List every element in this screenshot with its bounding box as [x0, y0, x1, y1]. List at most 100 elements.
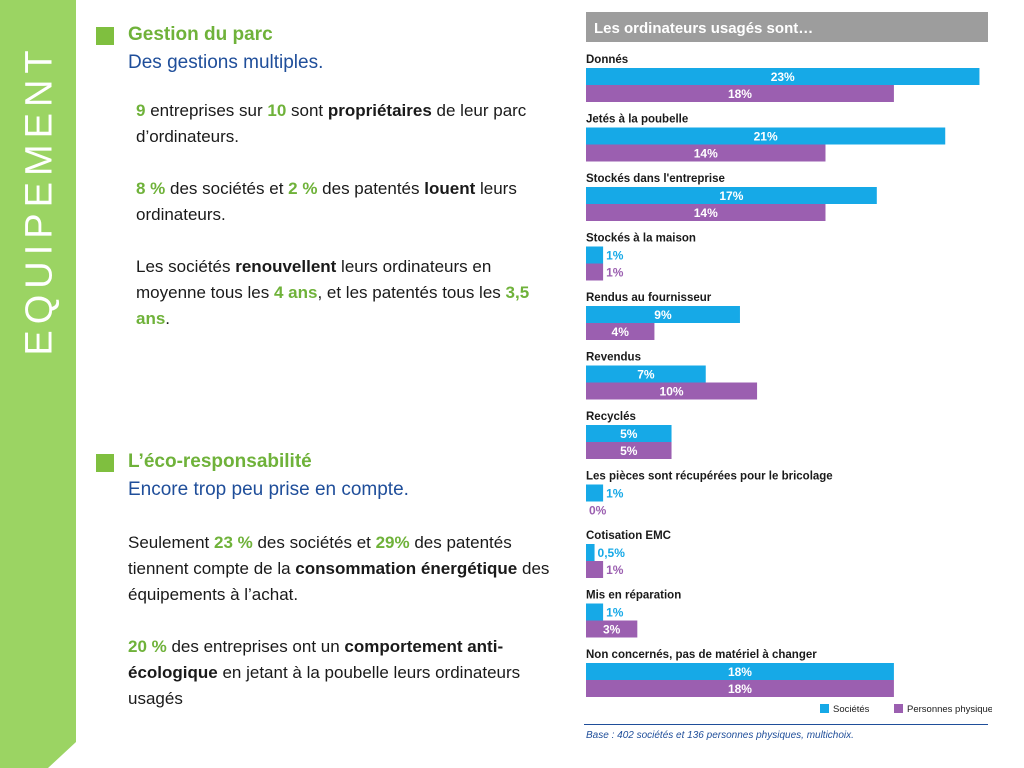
text: des équipements à l’achat. — [128, 559, 550, 604]
text: , et les patentés tous les — [317, 283, 506, 302]
usage-bar-chart: Les ordinateurs usagés sont… Donnés 23% 18%… — [586, 12, 992, 715]
bar — [586, 85, 894, 102]
bold-term: louent — [424, 179, 476, 198]
text: des sociétés et — [252, 533, 376, 552]
text: des sociétés et — [165, 179, 289, 198]
bar — [586, 144, 826, 162]
chart-title-bar — [586, 12, 988, 42]
category-label: Non concernés, pas de matériel à changer — [586, 649, 817, 661]
section-title: Gestion du parc — [128, 24, 273, 45]
data-label: 3% — [603, 623, 621, 637]
legend-label: Personnes physiques — [907, 704, 992, 715]
bar — [586, 204, 826, 221]
text: de leur parc d’ordinateurs. — [136, 101, 527, 146]
category-label: Stockés à la maison — [586, 233, 696, 245]
highlight-number: 9 — [136, 101, 146, 120]
data-label: 21% — [754, 130, 778, 144]
bar — [586, 680, 894, 697]
category-label: Recyclés — [586, 411, 636, 423]
paragraph: Seulement 23 % des sociétés et 29% des p… — [128, 530, 568, 608]
bar — [586, 442, 672, 459]
paragraph: 9 entreprises sur 10 sont propriétaires … — [136, 98, 556, 150]
data-label: 1% — [606, 266, 624, 280]
sidebar-title: EQUIPEMENT — [18, 44, 61, 356]
category-label: Donnés — [586, 54, 628, 66]
category-label: Revendus — [586, 352, 641, 364]
data-label: 23% — [771, 70, 795, 84]
data-label: 4% — [612, 325, 630, 339]
bold-term: consommation énergétique — [295, 559, 518, 578]
bar — [586, 484, 604, 502]
data-label: 1% — [606, 563, 624, 577]
bar — [586, 306, 740, 323]
category-label: Jetés à la poubelle — [586, 114, 688, 126]
divider — [584, 724, 988, 725]
paragraph: Les sociétés renouvellent leurs ordinate… — [136, 254, 556, 332]
paragraph: 8 % des sociétés et 2 % des patentés lou… — [136, 176, 556, 228]
bold-term: propriétaires — [327, 101, 432, 120]
bar — [586, 365, 706, 383]
bar — [586, 187, 877, 204]
data-label: 1% — [606, 249, 624, 263]
category-label: Mis en réparation — [586, 590, 681, 602]
data-label: 18% — [728, 87, 752, 101]
section-subtitle: Des gestions multiples. — [128, 52, 324, 73]
highlight-number: 8 % — [136, 179, 166, 198]
text: Seulement — [128, 533, 214, 552]
data-label: 0% — [589, 504, 607, 518]
bold-term: renouvellent — [235, 257, 337, 276]
highlight-number: 2 % — [288, 179, 318, 198]
bar — [586, 246, 604, 264]
bar — [586, 544, 595, 561]
category-label: Stockés dans l'entreprise — [586, 173, 725, 185]
bar — [586, 620, 638, 638]
legend-label: Sociétés — [833, 704, 870, 715]
category-label: Les pièces sont récupérées pour le brico… — [586, 471, 833, 483]
bar — [586, 603, 604, 621]
category-label: Rendus au fournisseur — [586, 292, 712, 304]
category-label: Cotisation EMC — [586, 530, 671, 542]
text: entreprises sur — [145, 101, 268, 120]
bold-term: comportement anti-écologique — [128, 637, 504, 682]
bar — [586, 127, 946, 145]
text: leurs ordinateurs. — [136, 179, 517, 224]
text: . — [165, 309, 171, 328]
bar — [586, 263, 604, 281]
bar — [586, 382, 758, 400]
section-title: L’éco-responsabilité — [128, 451, 312, 472]
text: sont — [286, 101, 328, 120]
legend-swatch — [820, 704, 829, 713]
text: en jetant à la poubelle leurs ordinateur… — [128, 663, 521, 708]
text: Les sociétés — [136, 257, 236, 276]
chart-footnote: Base : 402 sociétés et 136 personnes phy… — [586, 730, 854, 741]
highlight-number: 4 ans — [273, 283, 318, 302]
section-gestion-text: 9 entreprises sur 10 sont propriétaires … — [136, 98, 556, 358]
chart-title: Les ordinateurs usagés sont… — [594, 20, 813, 37]
green-square-icon — [96, 27, 114, 45]
text: des patentés tiennent compte de la — [128, 533, 512, 578]
data-label: 1% — [606, 487, 624, 501]
bar — [586, 323, 655, 340]
data-label: 17% — [719, 189, 743, 203]
bar — [586, 561, 604, 578]
highlight-number: 20 % — [128, 637, 167, 656]
highlight-number: 3,5 ans — [136, 283, 530, 328]
sidebar: EQUIPEMENT — [0, 0, 76, 768]
legend-swatch — [894, 704, 903, 713]
green-square-icon — [96, 454, 114, 472]
highlight-number: 29% — [375, 533, 410, 552]
data-label: 14% — [694, 206, 718, 220]
highlight-number: 10 — [267, 101, 287, 120]
bar — [586, 425, 672, 442]
data-label: 1% — [606, 606, 624, 620]
data-label: 7% — [637, 368, 655, 382]
data-label: 10% — [660, 385, 684, 399]
highlight-number: 23 % — [214, 533, 253, 552]
text: des entreprises ont un — [166, 637, 345, 656]
text: leurs ordinateurs en moyenne tous les — [136, 257, 492, 302]
data-label: 14% — [694, 147, 718, 161]
text: des patentés — [317, 179, 425, 198]
data-label: 18% — [728, 665, 752, 679]
section-eco-text: Seulement 23 % des sociétés et 29% des p… — [128, 530, 568, 738]
data-label: 0,5% — [598, 546, 626, 560]
